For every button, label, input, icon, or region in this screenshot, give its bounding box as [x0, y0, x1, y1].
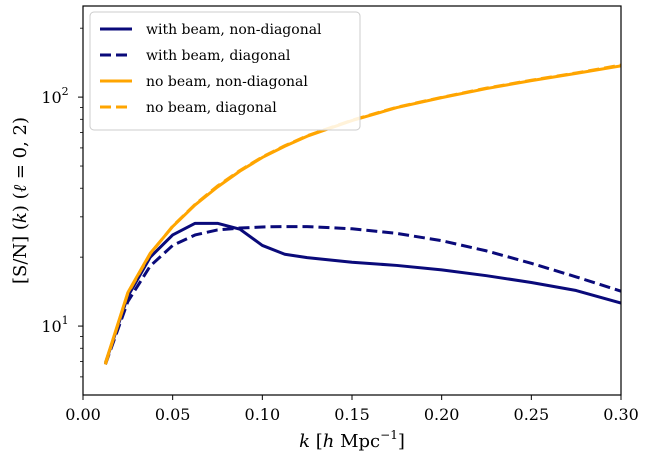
x-tick-label: 0.10 [245, 405, 281, 424]
x-tick-label: 0.20 [424, 405, 460, 424]
series-line-4 [103, 63, 621, 365]
x-label-exp: −1 [380, 428, 398, 442]
legend-label-4: no beam, diagonal [146, 100, 277, 116]
legend-label-2: with beam, diagonal [146, 48, 291, 64]
x-label-h: h [323, 431, 335, 452]
x-label-k: k [299, 431, 310, 452]
x-axis-label: k [h Mpc−1] [299, 428, 405, 452]
x-tick-label: 0.00 [65, 405, 101, 424]
y-label-end: = 0, 2) [10, 117, 31, 185]
x-axis: 0.00 0.05 0.10 0.15 0.20 0.25 0.30 [65, 395, 639, 424]
x-label-mpc: Mpc [334, 431, 380, 452]
legend-box [89, 11, 361, 131]
legend-label-1: with beam, non-diagonal [146, 22, 322, 38]
y-label-k: k [10, 212, 31, 223]
x-tick-label: 0.25 [514, 405, 550, 424]
y-tick-exponent: 2 [62, 85, 69, 98]
y-tick-label: 101 [41, 314, 68, 336]
y-label-mid: ) ( [10, 192, 31, 212]
data-lines [103, 63, 621, 365]
y-tick-label: 102 [41, 85, 68, 107]
y-axis-label: [S/N] (k) (ℓ = 0, 2) [10, 117, 31, 284]
y-label-sn: [S/N] ( [10, 223, 31, 284]
y-tick-exponent: 1 [62, 314, 69, 327]
series-line-1 [103, 221, 621, 364]
y-label-ell: ℓ [10, 184, 31, 192]
y-axis: 101 102 [41, 27, 83, 378]
series-line-2 [104, 225, 621, 365]
x-tick-label: 0.05 [155, 405, 191, 424]
x-label-bracket: [ [310, 431, 323, 452]
x-tick-label: 0.15 [334, 405, 370, 424]
legend-label-3: no beam, non-diagonal [146, 74, 308, 90]
legend: with beam, non-diagonal with beam, diagon… [89, 11, 361, 131]
x-tick-label: 0.30 [603, 405, 639, 424]
x-label-close: ] [398, 431, 405, 452]
